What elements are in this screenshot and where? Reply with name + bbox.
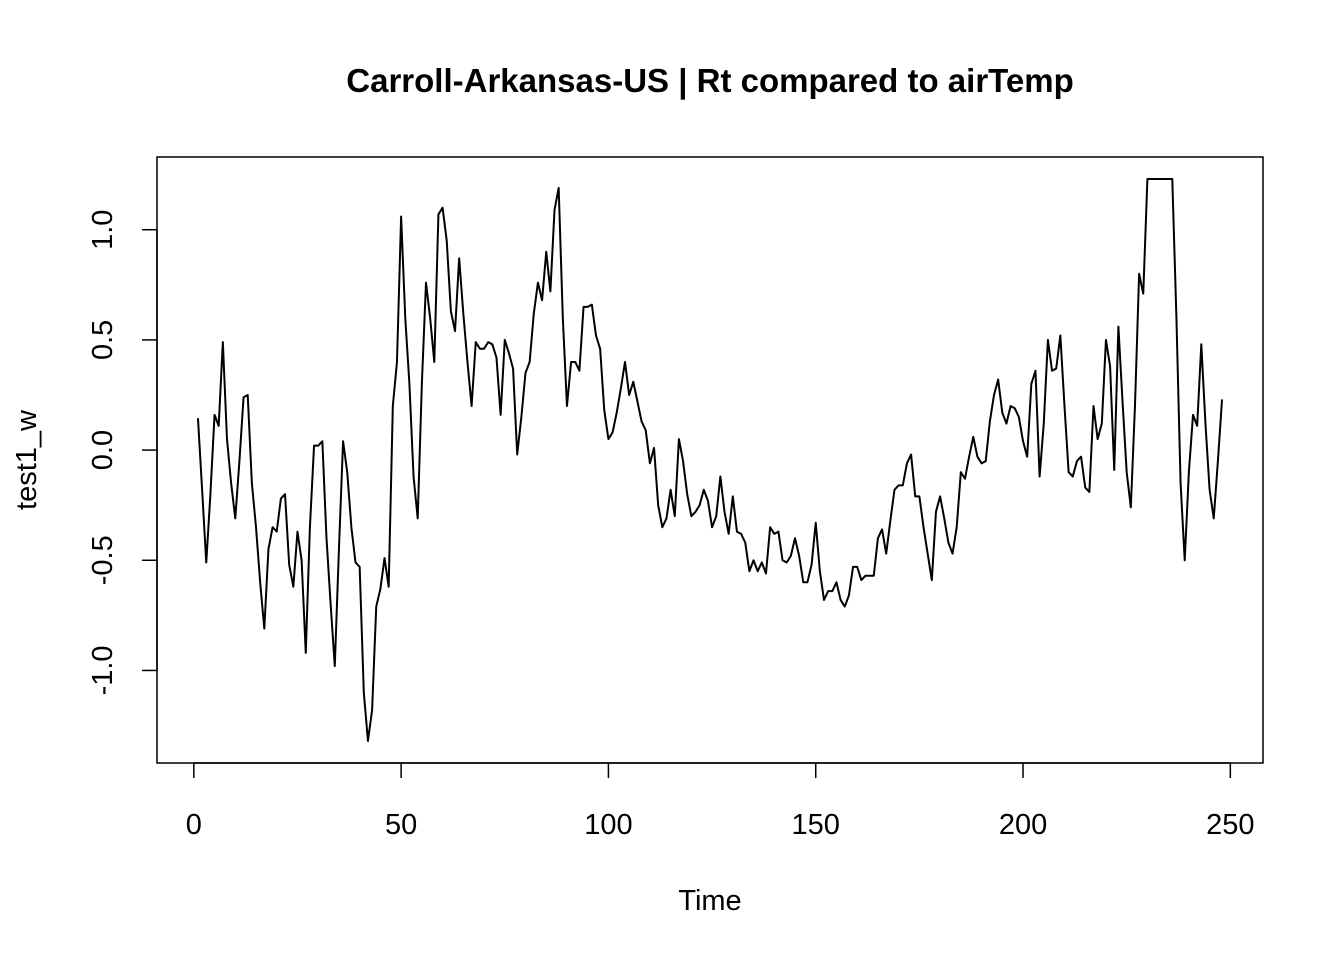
x-tick-label: 200 (999, 809, 1047, 841)
chart-title: Carroll-Arkansas-US | Rt compared to air… (346, 62, 1073, 99)
x-tick-label: 0 (186, 809, 202, 841)
y-tick-label: 1.0 (87, 210, 119, 250)
x-tick-label: 100 (584, 809, 632, 841)
y-tick-label: 0.5 (87, 320, 119, 360)
y-axis-label: test1_w (11, 409, 43, 510)
y-tick-label: -0.5 (87, 535, 119, 585)
y-tick-label: -1.0 (87, 645, 119, 695)
line-series (196, 178, 1224, 742)
x-tick-label: 250 (1206, 809, 1254, 841)
y-tick-label: 0.0 (87, 430, 119, 470)
x-axis-label: Time (678, 885, 741, 917)
x-tick-label: 150 (792, 809, 840, 841)
x-tick-label: 50 (385, 809, 417, 841)
